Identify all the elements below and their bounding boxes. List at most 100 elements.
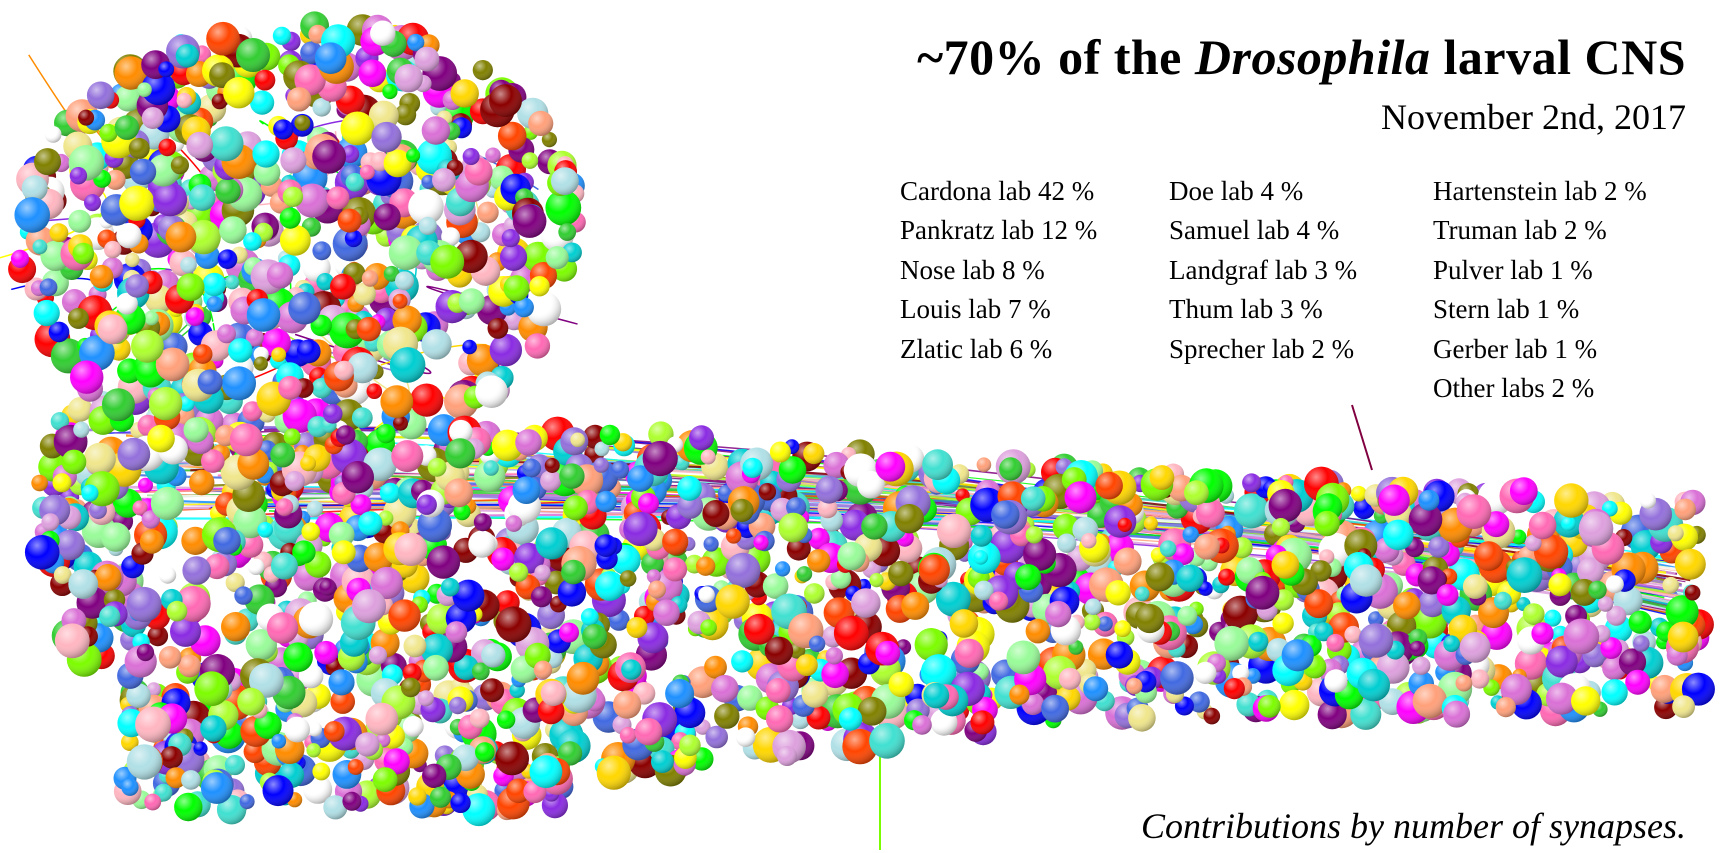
cell-body-shading (445, 621, 468, 643)
cell-body-shading (176, 92, 192, 109)
cell-body-shading (125, 252, 140, 268)
cell-body-shading (121, 733, 139, 751)
cell-body-shading (200, 772, 233, 804)
cell-body-shading (14, 197, 50, 233)
cell-body-shading (223, 77, 255, 109)
cell-body-shading (126, 683, 151, 708)
cell-body-shading (389, 347, 426, 383)
cell-body-shading (869, 723, 905, 759)
cell-body-shading (104, 240, 122, 259)
cell-body-shading (825, 647, 843, 665)
cell-body-shading (441, 227, 460, 247)
cell-body-shading (545, 246, 569, 270)
cell-body-shading (78, 109, 95, 126)
cell-body-shading (44, 125, 62, 143)
cell-body-shading (700, 619, 717, 636)
cell-body-shading (245, 629, 277, 661)
cell-body-shading (1188, 691, 1210, 713)
cell-body-shading (449, 419, 473, 444)
cell-body-shading (114, 56, 148, 90)
cell-body-shading (219, 216, 247, 244)
cell-body-shading (912, 715, 932, 735)
cell-body-shading (136, 643, 155, 662)
cell-body-shading (228, 338, 253, 363)
cell-body-shading (444, 478, 474, 508)
cell-body-shading (1667, 621, 1699, 653)
cell-body-shading (679, 734, 701, 757)
cell-body-shading (559, 622, 579, 643)
cell-body-shading (117, 437, 151, 471)
cell-body-shading (830, 568, 852, 589)
cell-body-shading (408, 189, 444, 225)
cell-body-shading (758, 483, 777, 501)
cell-body-shading (526, 291, 562, 327)
cell-body-shading (803, 442, 825, 465)
cell-body-shading (345, 173, 365, 192)
cell-body-shading (922, 449, 953, 481)
cell-body-shading (392, 293, 408, 309)
cell-body-shading (1057, 533, 1077, 553)
cell-body-shading (54, 529, 85, 561)
cell-body-shading (165, 221, 197, 253)
cell-body-shading (101, 388, 135, 422)
cell-body-shading (711, 675, 739, 703)
cell-body-shading (743, 613, 775, 645)
cell-body-shading (242, 401, 263, 422)
cell-body-shading (765, 678, 791, 703)
cell-body-shading (778, 456, 807, 484)
cell-body-shading (1662, 576, 1679, 594)
cell-body-shading (257, 522, 274, 538)
cell-body-shading (283, 428, 301, 446)
cell-body-shading (183, 417, 209, 443)
cell-body-shading (359, 164, 375, 180)
cell-body-shading (596, 755, 631, 790)
cell-body-shading (857, 696, 887, 726)
cell-body-shading (86, 81, 115, 110)
cell-body-shading (294, 115, 311, 131)
cell-body-shading (1143, 516, 1158, 531)
cell-body-shading (1194, 533, 1220, 560)
cell-body-shading (1177, 605, 1198, 626)
cell-body-shading (1159, 540, 1177, 557)
cell-body-shading (247, 558, 265, 575)
cell-body-shading (217, 249, 238, 269)
cell-body-shading (974, 580, 994, 601)
cell-body-shading (489, 333, 522, 367)
cell-body-shading (1317, 700, 1347, 730)
cell-body-shading (351, 407, 373, 429)
cell-body-shading (594, 571, 625, 601)
cell-body-shading (200, 715, 227, 742)
cell-body-shading (700, 449, 716, 465)
cell-body-shading (175, 44, 200, 68)
cell-body-shading (188, 184, 216, 211)
cell-body-shading (243, 232, 262, 251)
cell-body-shading (300, 455, 316, 472)
cell-body-shading (1417, 566, 1446, 595)
cell-body-shading (21, 175, 48, 202)
cell-body-shading (119, 185, 155, 221)
cell-body-shading (489, 84, 522, 117)
cell-body-shading (376, 424, 396, 444)
cell-body-shading (1412, 683, 1448, 719)
cell-body-shading (475, 375, 508, 409)
cell-body-shading (370, 20, 396, 46)
cell-body-shading (356, 316, 381, 342)
cell-body-shading (593, 457, 609, 473)
cell-body-shading (742, 457, 763, 478)
cell-body-shading (319, 579, 336, 596)
cell-body-shading (288, 291, 321, 325)
cell-body-shading (380, 385, 414, 418)
cell-body-shading (185, 307, 205, 326)
cell-body-shading (170, 156, 189, 175)
cell-body-shading (521, 152, 539, 169)
cell-body-shading (497, 121, 527, 151)
cell-body-shading (427, 457, 447, 477)
cell-body-shading (186, 219, 221, 255)
cell-body-shading (236, 38, 270, 72)
cell-body-shading (181, 770, 201, 790)
cell-body-shading (765, 705, 794, 733)
cell-body-shading (582, 624, 608, 649)
cell-body-shading (1117, 517, 1132, 533)
cell-body-shading (279, 224, 311, 256)
